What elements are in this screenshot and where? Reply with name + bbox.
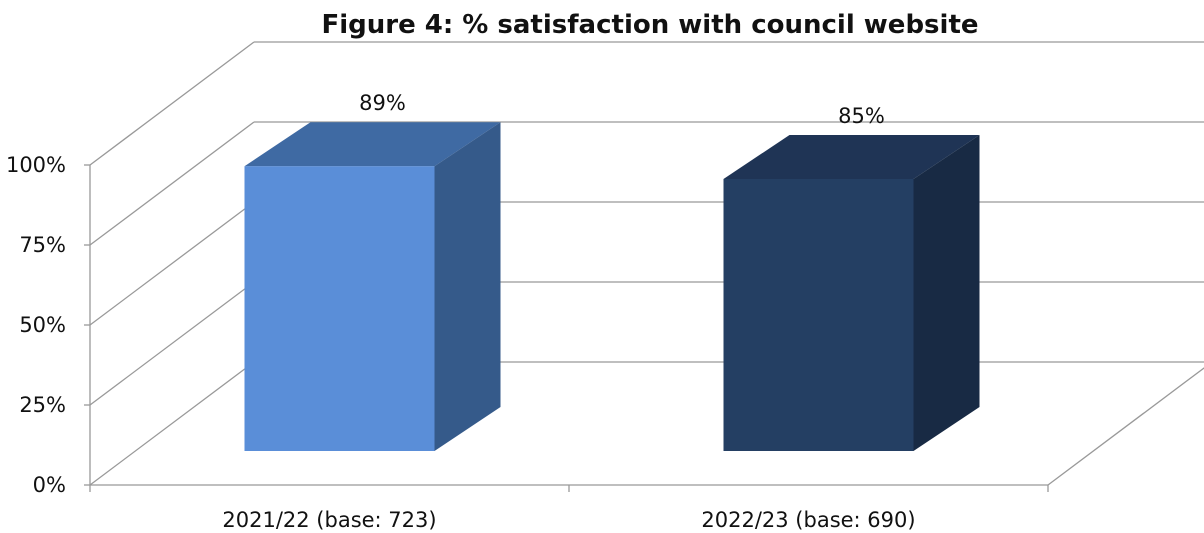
gridline-diagonal xyxy=(89,41,255,166)
floor-edge xyxy=(1047,367,1204,486)
labels-layer: 89% 2021/22 (base: 723) 85% 2022/23 (base: … xyxy=(222,91,915,532)
bar-side xyxy=(434,122,501,451)
bar-front xyxy=(244,166,435,451)
gridline-diagonal xyxy=(89,121,255,246)
y-tick-label: 50% xyxy=(19,313,66,337)
bar-front xyxy=(723,179,914,451)
gridline-diagonal xyxy=(89,281,255,406)
chart-title: Figure 4: % satisfaction with council we… xyxy=(321,10,979,40)
bar-side xyxy=(913,135,980,451)
data-label: 85% xyxy=(838,104,885,128)
x-category-label: 2022/23 (base: 690) xyxy=(701,508,915,532)
gridline-diagonal xyxy=(89,201,255,326)
x-category-label: 2021/22 (base: 723) xyxy=(222,508,436,532)
y-tick-label: 0% xyxy=(33,473,66,497)
gridline-diagonal xyxy=(89,361,255,486)
axes-layer: 0% 25% 50% 75% 100% xyxy=(6,153,1049,497)
bar-top xyxy=(244,122,501,167)
bars-layer xyxy=(244,122,980,451)
y-tick-label: 25% xyxy=(19,393,66,417)
y-tick-label: 75% xyxy=(19,233,66,257)
data-label: 89% xyxy=(359,91,406,115)
y-tick-label: 100% xyxy=(6,153,66,177)
bar-top xyxy=(723,135,980,179)
